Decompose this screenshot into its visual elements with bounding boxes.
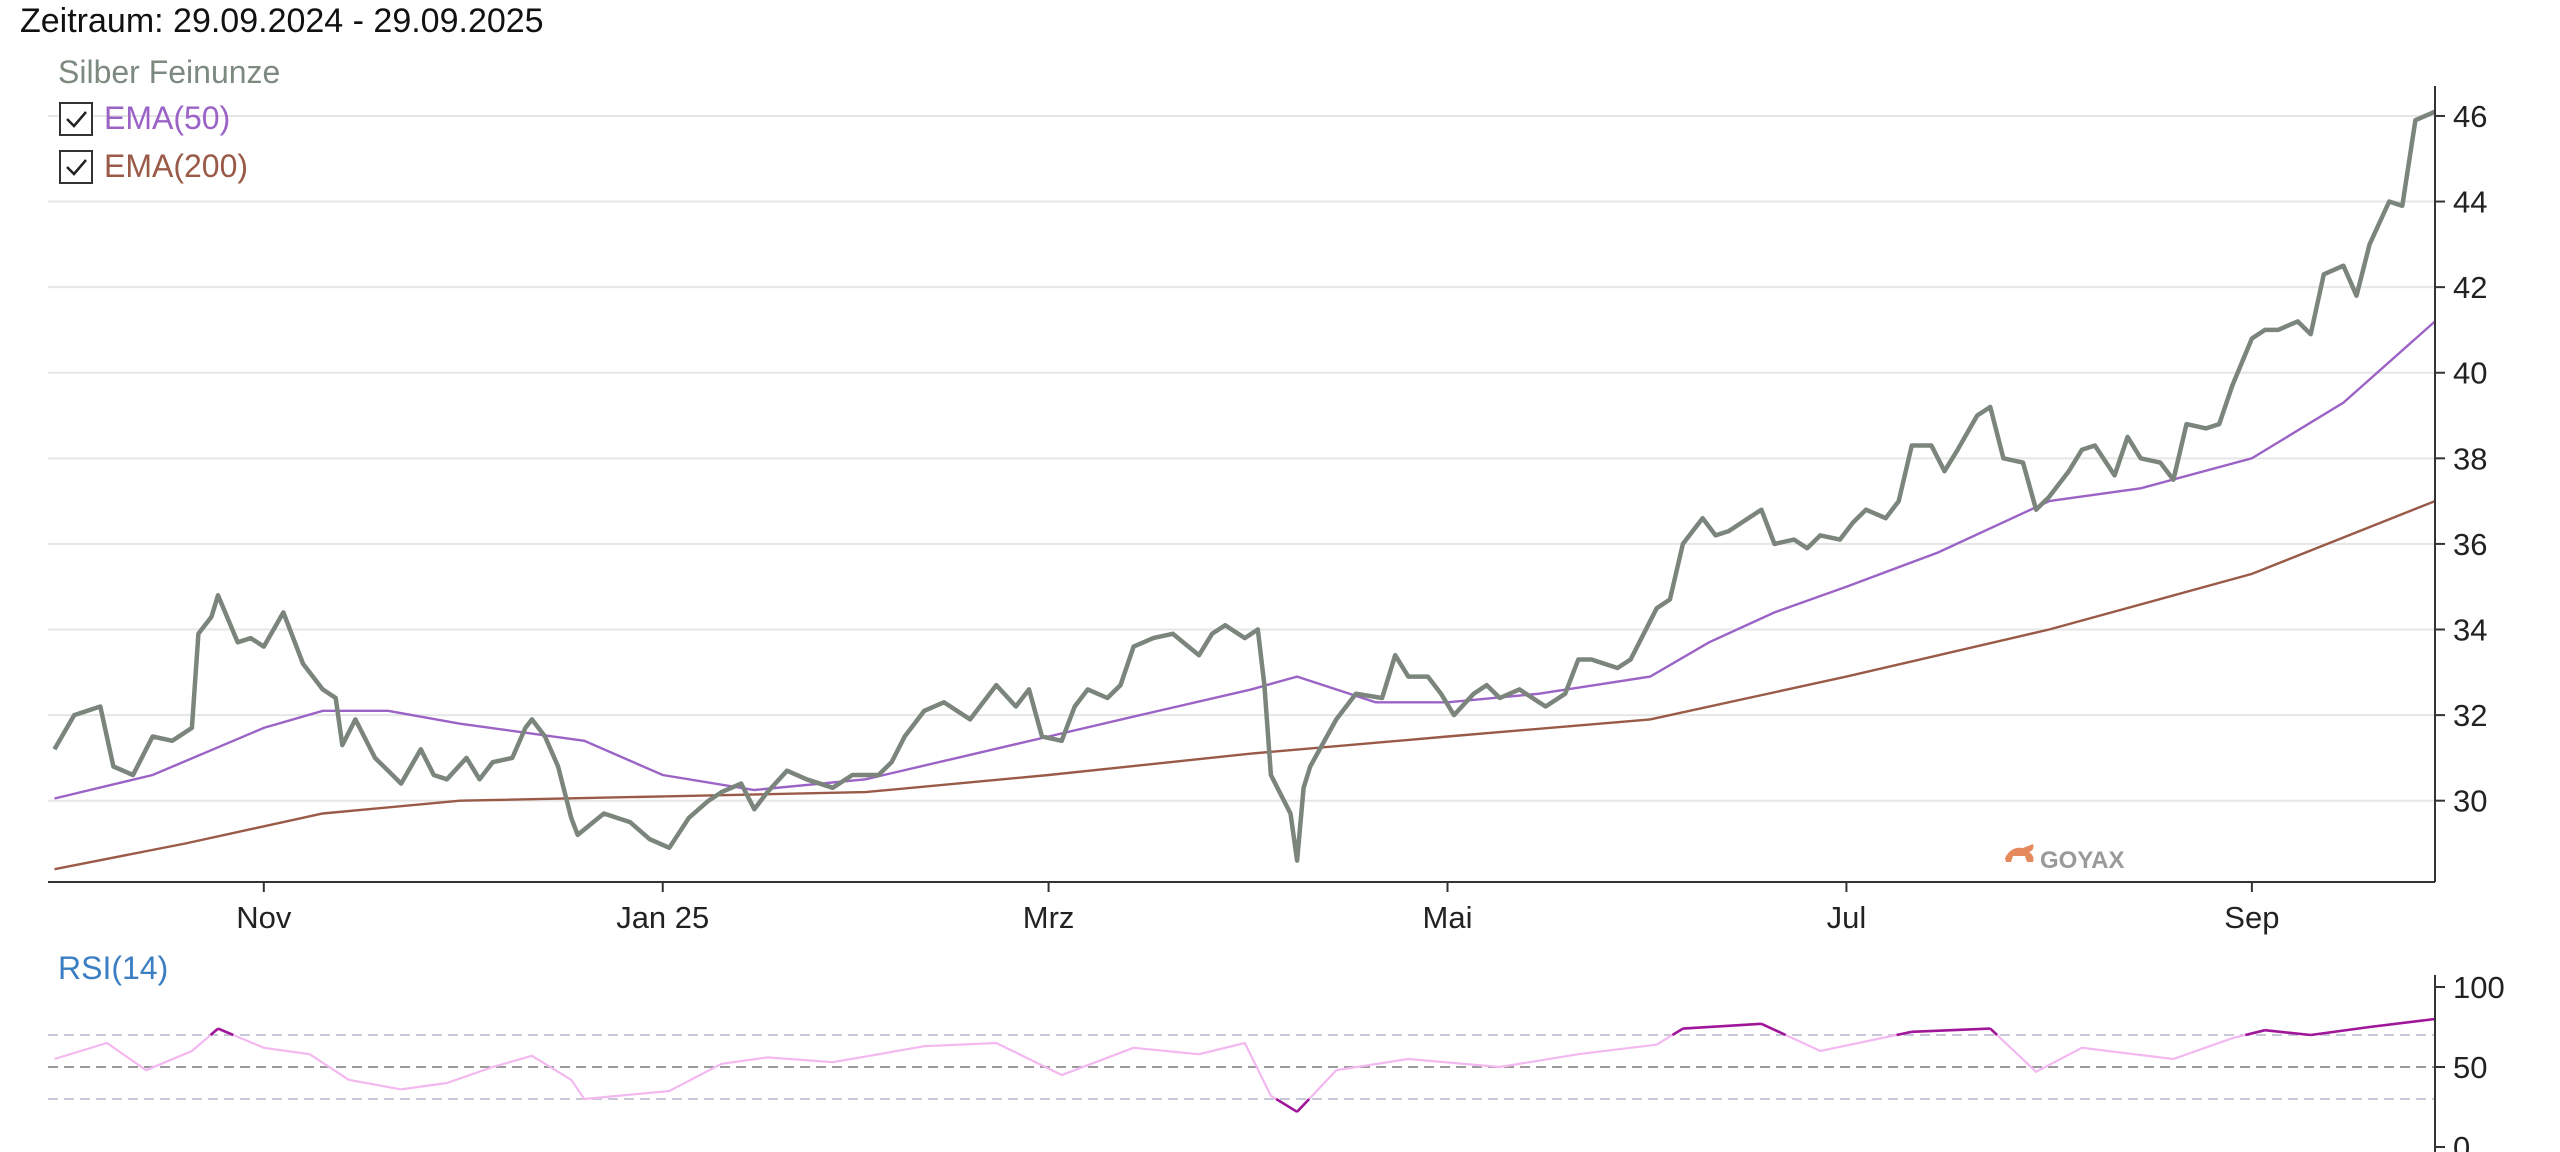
rsi-y-tick-label: 0 [2453, 1130, 2470, 1152]
y-tick-label: 42 [2453, 270, 2487, 305]
x-tick-label: Sep [2224, 900, 2279, 935]
rsi-extreme-segment [2245, 1028, 2266, 1037]
price-y-ticks: 30 32 34 36 38 40 42 44 46 [2435, 99, 2487, 819]
y-tick-label: 30 [2453, 784, 2487, 819]
y-tick-label: 38 [2453, 441, 2487, 476]
legend: Silber Feinunze EMA(50) EMA(200) [58, 54, 280, 184]
y-tick-label: 44 [2453, 185, 2487, 220]
rsi-extreme-segment [1296, 1098, 1311, 1113]
rsi-title: RSI(14) [58, 950, 168, 986]
rsi-extreme-segment [1671, 1027, 1684, 1037]
y-tick-label: 32 [2453, 698, 2487, 733]
period-label: Zeitraum: 29.09.2024 - 29.09.2025 [20, 2, 544, 40]
y-tick-label: 36 [2453, 527, 2487, 562]
legend-title: Silber Feinunze [58, 54, 280, 90]
rsi-extreme-segment [209, 1027, 219, 1036]
rsi-y-ticks: 0 50 100 [2435, 970, 2505, 1152]
rsi-extreme-segment [1989, 1027, 1998, 1036]
rsi-extreme-segment [217, 1027, 234, 1037]
rsi-extreme-segment [1911, 1027, 1991, 1034]
price-chart [52, 109, 2436, 871]
price-series-line [52, 109, 2436, 863]
bull-icon [2005, 844, 2034, 862]
legend-item-ema200[interactable]: EMA(200) [59, 148, 248, 184]
rsi-extreme-segment [1896, 1030, 1913, 1037]
x-tick-label: Jan 25 [616, 900, 709, 935]
rsi-extreme-segment [2264, 1028, 2311, 1037]
y-tick-label: 40 [2453, 356, 2487, 391]
logo-text: GOYAX [2040, 847, 2124, 874]
x-tick-label: Nov [236, 900, 292, 935]
rsi-extreme-segment [2310, 1025, 2370, 1037]
rsi-extreme-segment [2369, 1017, 2436, 1029]
rsi-chart [54, 1017, 2436, 1114]
x-tick-label: Jul [1827, 900, 1867, 935]
x-tick-label: Mrz [1023, 900, 1075, 935]
checkmark-icon [66, 159, 87, 176]
price-gridlines [48, 114, 2435, 802]
y-tick-label: 34 [2453, 613, 2487, 648]
rsi-series-line [54, 1017, 2436, 1114]
x-tick-label: Mai [1423, 900, 1473, 935]
checkmark-icon [66, 111, 87, 128]
ema200-series-line [54, 499, 2436, 871]
legend-item-ema50[interactable]: EMA(50) [59, 100, 230, 136]
ema200-checkbox[interactable] [59, 150, 93, 184]
rsi-extreme-segment [1682, 1022, 1762, 1030]
rsi-y-tick-label: 100 [2453, 970, 2505, 1005]
ema50-checkbox[interactable] [59, 102, 93, 136]
rsi-reference-lines [48, 1034, 2435, 1100]
goyax-logo: GOYAX [2005, 844, 2124, 874]
rsi-extreme-segment [1275, 1097, 1298, 1113]
price-x-ticks: Nov Jan 25 Mrz Mai Jul Sep [236, 882, 2279, 935]
y-tick-label: 46 [2453, 99, 2487, 134]
rsi-y-tick-label: 50 [2453, 1050, 2487, 1085]
ema50-series-line [54, 320, 2436, 800]
ema50-legend-label: EMA(50) [104, 100, 230, 136]
ema200-legend-label: EMA(200) [104, 148, 248, 184]
rsi-extreme-segment [1760, 1022, 1787, 1037]
